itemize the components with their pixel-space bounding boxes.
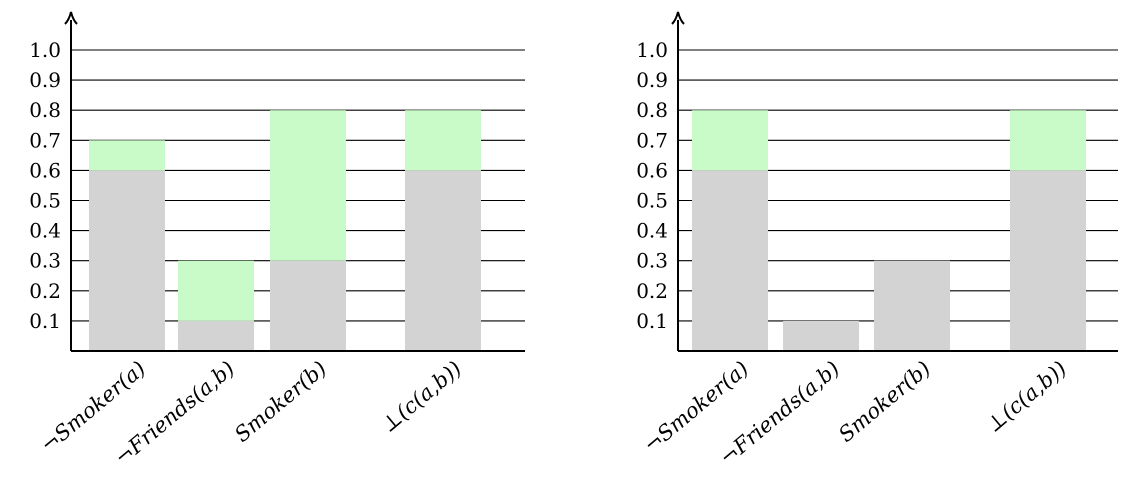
- y-axis-arrow-icon: [671, 11, 685, 25]
- bar-segment-increment: [1010, 110, 1086, 171]
- bar-chart-right: 0.10.20.30.40.50.60.70.80.91.0¬Smoker(a)…: [636, 11, 1118, 470]
- bar-segment-base: [89, 170, 165, 351]
- x-category-label: Smoker(b): [834, 356, 935, 446]
- x-category-label: Smoker(b): [230, 356, 331, 446]
- y-tick-label: 0.8: [636, 98, 668, 122]
- bar-chart-left: 0.10.20.30.40.50.60.70.80.91.0¬Smoker(a)…: [29, 11, 525, 470]
- bar-segment-base: [692, 170, 768, 351]
- y-tick-label: 0.7: [636, 128, 668, 152]
- bar-segment-base: [874, 260, 950, 351]
- y-tick-label: 0.1: [29, 309, 61, 333]
- bar-segment-increment: [692, 110, 768, 171]
- y-tick-label: 0.2: [636, 279, 668, 303]
- y-tick-label: 0.4: [636, 219, 668, 243]
- y-tick-label: 0.6: [29, 158, 61, 182]
- bar-segment-base: [405, 170, 481, 351]
- y-tick-label: 0.1: [636, 309, 668, 333]
- x-category-label: ⊥(c(a,b)): [982, 356, 1072, 437]
- y-tick-label: 0.4: [29, 219, 61, 243]
- y-tick-label: 0.7: [29, 128, 61, 152]
- y-tick-label: 0.2: [29, 279, 61, 303]
- bar-segment-base: [783, 320, 859, 351]
- bar-segment-increment: [270, 110, 346, 261]
- bar-segment-increment: [405, 110, 481, 171]
- y-tick-label: 0.5: [636, 189, 668, 213]
- bar-segment-base: [178, 320, 254, 351]
- y-tick-label: 0.9: [29, 68, 61, 92]
- bar-segment-base: [1010, 170, 1086, 351]
- bar-segment-increment: [178, 260, 254, 321]
- bar-segment-increment: [89, 140, 165, 171]
- bar-segment-base: [270, 260, 346, 351]
- y-tick-label: 0.3: [29, 249, 61, 273]
- y-tick-label: 0.5: [29, 189, 61, 213]
- y-tick-label: 0.3: [636, 249, 668, 273]
- y-tick-label: 0.9: [636, 68, 668, 92]
- y-tick-label: 1.0: [636, 38, 668, 62]
- y-tick-label: 0.6: [636, 158, 668, 182]
- x-category-label: ⊥(c(a,b)): [377, 356, 467, 437]
- y-axis-arrow-icon: [64, 11, 78, 25]
- y-tick-label: 1.0: [29, 38, 61, 62]
- y-tick-label: 0.8: [29, 98, 61, 122]
